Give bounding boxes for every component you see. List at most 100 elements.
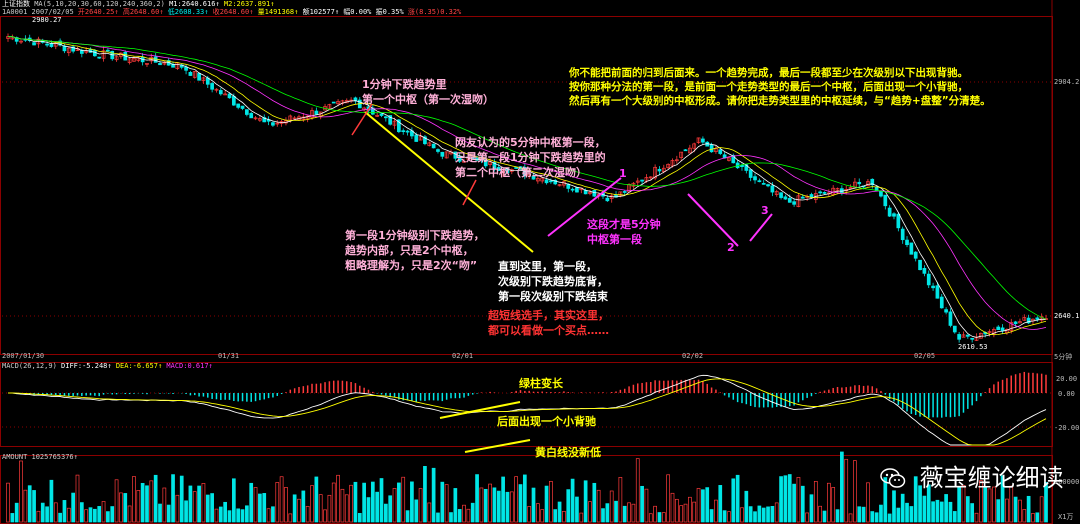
candle-body <box>622 191 627 193</box>
price-top-label: 2980.27 <box>32 16 62 24</box>
date-label-1: 01/31 <box>218 352 240 360</box>
volume-bar <box>40 502 45 523</box>
volume-bar <box>301 490 306 523</box>
candle-body <box>470 157 475 160</box>
volume-bar <box>401 476 406 523</box>
volume-bar <box>231 478 236 523</box>
segment-line-1 <box>547 177 622 237</box>
candle-body <box>766 184 770 187</box>
candle-body <box>436 149 440 152</box>
header-row2: 1A0001 2007/02/05 开2640.25↑ 高2648.60↑ 低2… <box>2 8 461 17</box>
volume-bar <box>1013 496 1018 523</box>
candle-body <box>727 157 731 161</box>
annotation-line: 超短线选手，其实这里， <box>488 309 609 322</box>
volume: 量1491368↑ <box>257 8 299 16</box>
volume-bar <box>1044 482 1048 523</box>
candle-body <box>931 285 935 289</box>
candle-body <box>900 228 905 241</box>
candle-body <box>683 149 688 152</box>
close: 收2648.60↑ <box>212 8 254 16</box>
volume-bar <box>536 503 540 523</box>
volume-bar <box>1005 498 1009 523</box>
candle-body <box>210 83 214 90</box>
period-label: 5分钟 <box>1054 353 1073 361</box>
volume-bar <box>149 480 154 523</box>
volume-bar <box>931 501 935 523</box>
volume-bar <box>383 503 388 523</box>
macd-tick-neg20: -20.00 <box>1054 424 1080 432</box>
volume-bar <box>310 485 314 523</box>
pivot-mark-2 <box>462 179 477 206</box>
volume-bar <box>961 485 966 523</box>
volume-bar <box>575 496 579 523</box>
volume-bar <box>19 460 23 523</box>
candle-body <box>97 56 102 59</box>
annotation-line: 直到这里，第一段， <box>498 260 597 273</box>
candle-body <box>192 71 197 78</box>
volume-bar <box>826 482 831 523</box>
candle-body <box>661 167 666 172</box>
volume-bar <box>957 486 961 523</box>
volume-bar <box>318 494 323 523</box>
price-axis-last: 2640.1 <box>1054 312 1080 320</box>
volume-bar <box>822 510 827 523</box>
volume-bar <box>709 509 714 523</box>
candle-body <box>145 63 149 65</box>
volume-bar <box>905 502 909 523</box>
annotation-line: 第一段1分钟级别下跌趋势， <box>345 229 485 242</box>
candle-body <box>240 105 245 109</box>
candle-body <box>531 175 536 180</box>
date: 2007/02/05 <box>31 8 74 16</box>
volume-bar <box>175 494 180 523</box>
ma-params: MA(5,10,20,30,60,120,240,360,2) <box>34 0 165 8</box>
candle-body <box>227 93 232 99</box>
candle-body <box>870 178 875 186</box>
volume-bar <box>466 508 471 523</box>
volume-bar <box>479 487 484 523</box>
candle-body <box>14 37 19 42</box>
volume-bar <box>1031 513 1035 523</box>
volume-bar <box>896 507 901 523</box>
candle-body <box>848 187 853 189</box>
annotation-buy-point: 超短线选手，其实这里， 都可以看做一个买点…… <box>488 308 609 338</box>
volume-bar <box>766 506 770 523</box>
candle-body <box>970 337 975 340</box>
segment-number-3: 3 <box>761 204 769 217</box>
candle-body <box>544 179 549 184</box>
volume-bar <box>171 474 175 523</box>
candle-body <box>214 88 219 91</box>
volume-bar <box>735 474 740 523</box>
volume-bar <box>887 513 892 523</box>
candle-body <box>570 188 575 191</box>
volume-bar <box>892 490 896 523</box>
candle-body <box>392 120 397 126</box>
volume-bar <box>496 490 501 523</box>
candle-body <box>761 183 766 185</box>
annotation-line: 第二个中枢（第二次湿吻） <box>455 166 587 179</box>
volume-bar <box>1039 496 1044 523</box>
volume-bar <box>674 498 679 523</box>
ma-30-line <box>7 36 1047 320</box>
volume-bar <box>488 483 492 523</box>
candle-body <box>948 311 953 326</box>
candle-body <box>657 168 662 172</box>
candle-body <box>249 113 254 119</box>
candle-body <box>66 47 71 54</box>
volume-bar <box>314 476 319 523</box>
volume-bar <box>340 488 345 523</box>
candle-body <box>522 167 527 177</box>
volume-bar <box>553 509 558 523</box>
candle-body <box>218 90 223 95</box>
candle-body <box>444 151 449 159</box>
candle-body <box>688 147 692 154</box>
candle-body <box>987 331 992 333</box>
volume-bar <box>45 506 49 523</box>
candle-body <box>153 56 158 63</box>
volume-bar <box>71 492 75 523</box>
candle-body <box>896 213 901 229</box>
volume-bar <box>418 488 423 523</box>
volume-bar <box>618 477 623 523</box>
volume-bar <box>288 513 293 523</box>
volume-bar <box>197 485 201 523</box>
